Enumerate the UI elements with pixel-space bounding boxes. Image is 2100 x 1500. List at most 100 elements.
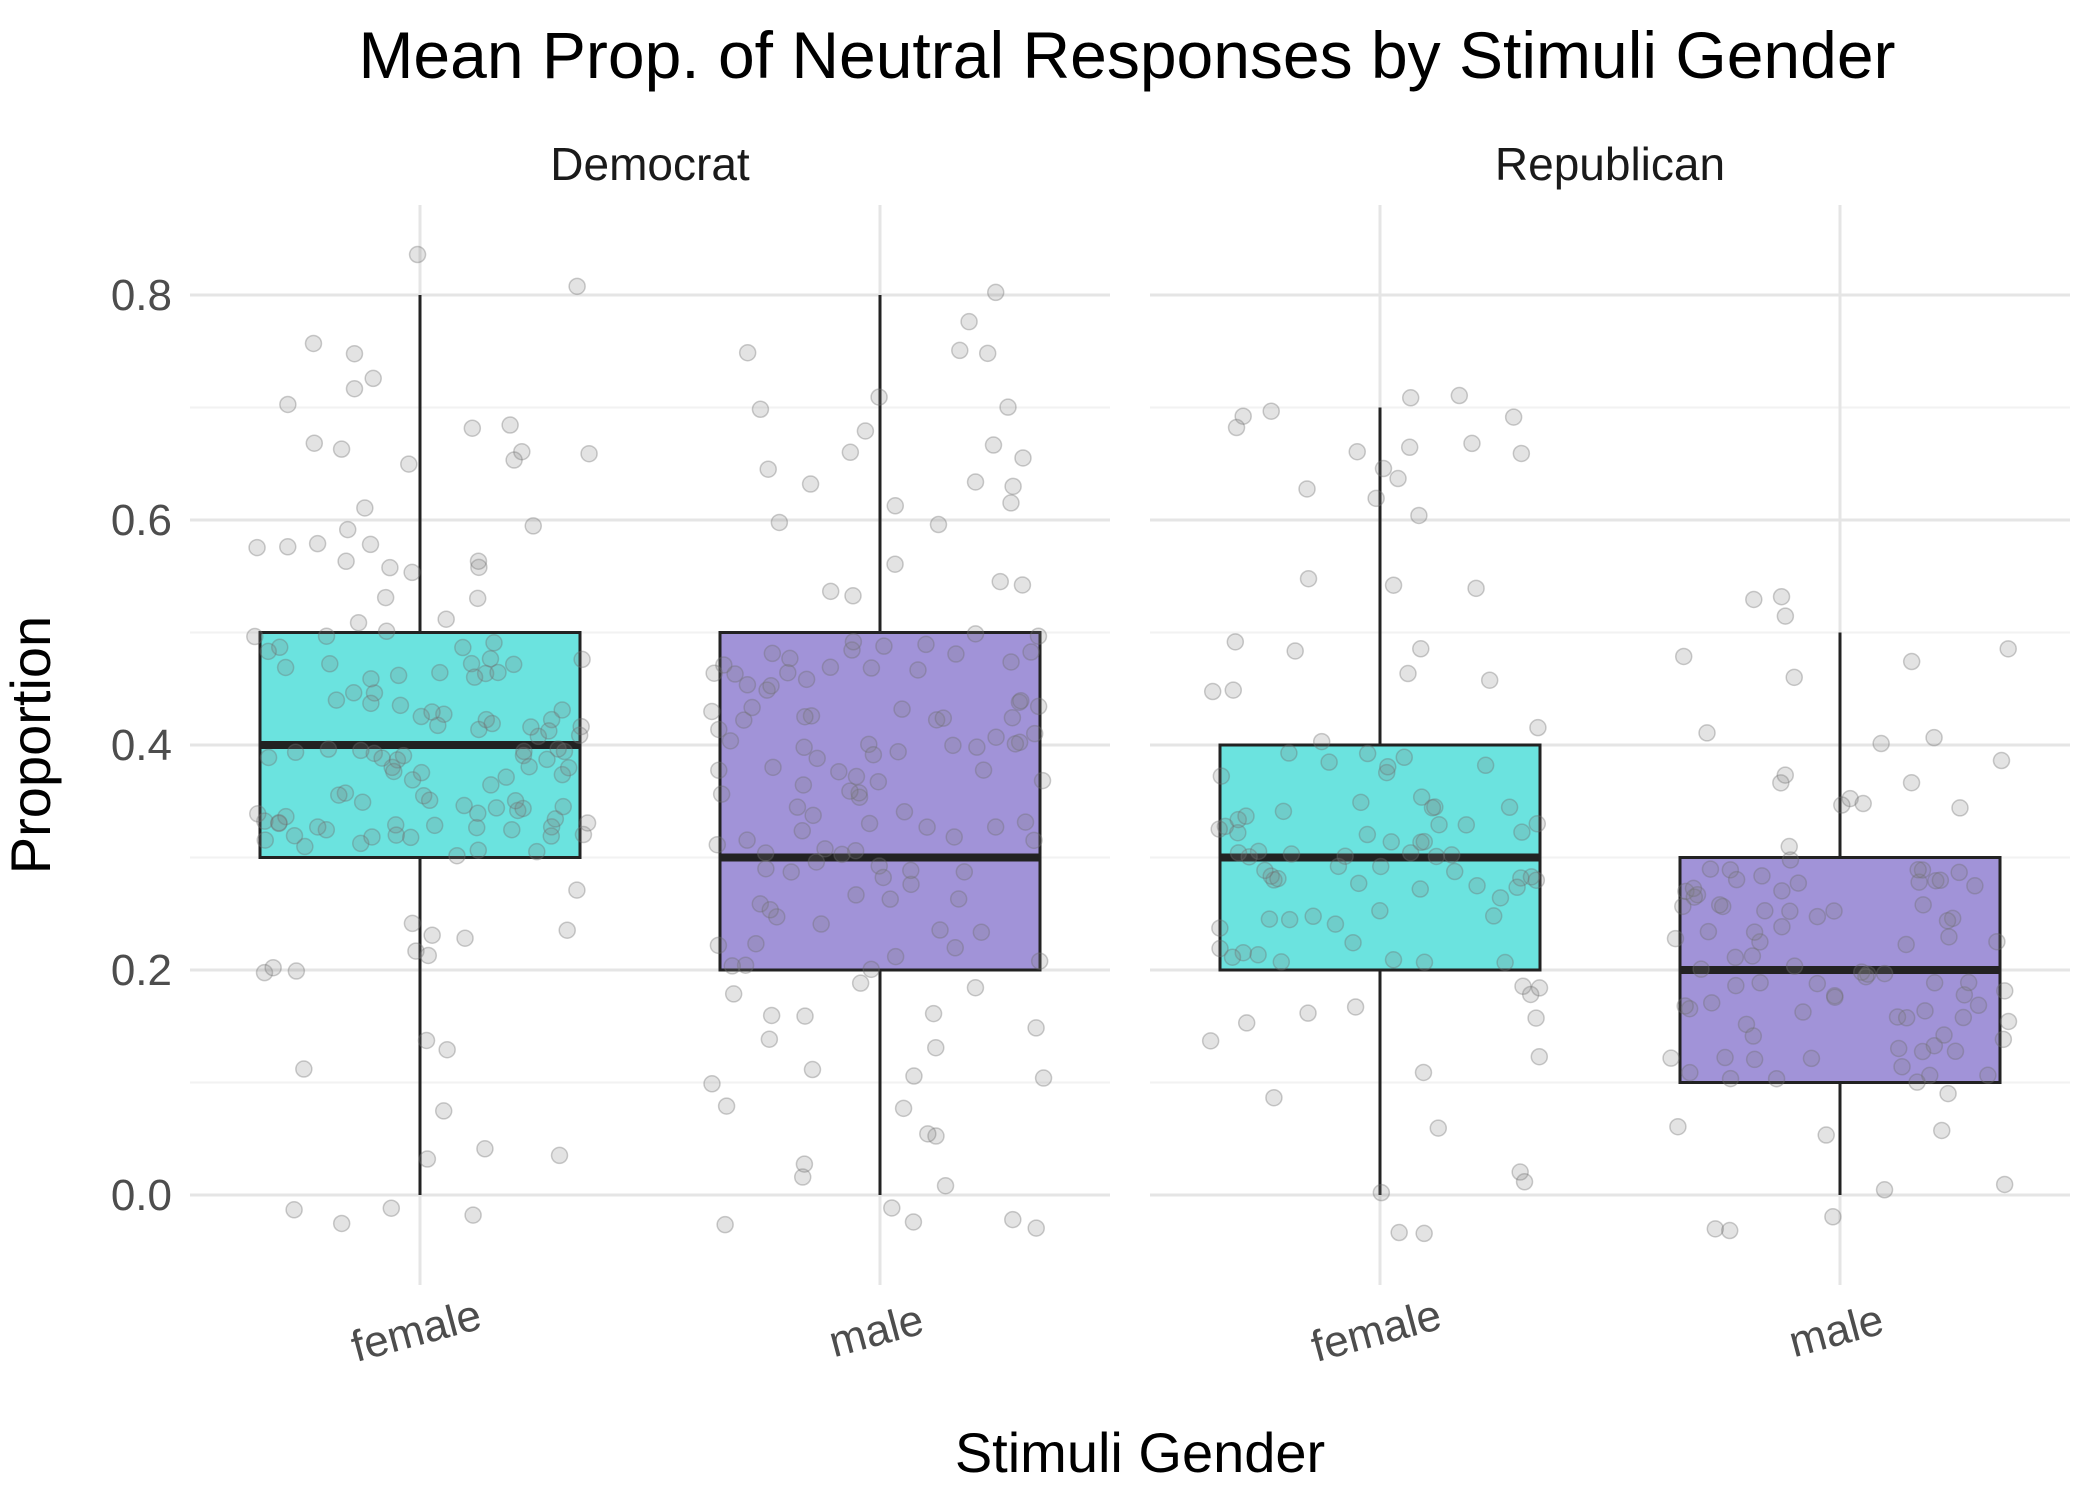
jitter-point — [886, 497, 905, 515]
jitter-point — [429, 716, 447, 735]
jitter-point — [1794, 1003, 1812, 1021]
jitter-point — [1034, 1069, 1053, 1087]
jitter-point — [550, 1146, 569, 1165]
jitter-point — [528, 842, 546, 861]
jitter-point — [246, 627, 264, 646]
jitter-point — [1674, 647, 1693, 666]
jitter-point — [1710, 896, 1729, 914]
jitter-point — [715, 656, 733, 674]
jitter-point — [1223, 948, 1242, 966]
jitter-point — [1414, 1063, 1433, 1082]
jitter-point — [1249, 842, 1268, 861]
facet-panels: Democrat female male Republican female male — [190, 138, 2070, 1372]
jitter-point — [1772, 587, 1791, 606]
jitter-point — [1265, 1088, 1283, 1107]
jitter-point — [883, 1199, 901, 1217]
jitter-point — [351, 834, 370, 853]
jitter-point — [482, 776, 500, 794]
jitter-point — [760, 1030, 779, 1048]
jitter-point — [974, 761, 993, 779]
jitter-point — [476, 664, 495, 683]
jitter-point — [1772, 774, 1790, 792]
jitter-point — [1943, 909, 1962, 928]
jitter-point — [850, 784, 868, 802]
jitter-point — [875, 637, 893, 655]
x-axis-title: Stimuli Gender — [955, 1421, 1325, 1484]
jitter-point — [726, 665, 744, 683]
jitter-point — [365, 684, 384, 702]
jitter-point — [1401, 389, 1420, 407]
jitter-point — [936, 1176, 955, 1195]
jitter-point — [423, 926, 441, 944]
jitter-point — [1476, 756, 1495, 775]
jitter-point — [1426, 798, 1444, 816]
jitter-point — [434, 1102, 453, 1120]
jitter-point — [487, 799, 506, 817]
facet-panel-democrat: Democrat female male — [190, 138, 1110, 1372]
jitter-point — [1326, 915, 1345, 933]
jitter-point — [770, 513, 789, 532]
jitter-point — [1002, 494, 1020, 512]
jitter-point — [966, 625, 985, 643]
jitter-point — [403, 914, 422, 933]
box-democrat-male — [718, 631, 1042, 972]
jitter-point — [469, 841, 488, 859]
jitter-point — [947, 645, 965, 663]
jitter-point — [1756, 902, 1774, 920]
jitter-point — [1677, 882, 1695, 901]
jitter-point — [1412, 833, 1430, 852]
jitter-point — [1358, 825, 1377, 844]
jitter-point — [1698, 724, 1716, 742]
jitter-point — [1237, 807, 1255, 825]
jitter-point — [712, 785, 731, 803]
jitter-point — [1384, 576, 1403, 594]
jitter-point — [927, 711, 946, 729]
jitter-point — [723, 957, 741, 975]
jitter-point — [1854, 794, 1872, 813]
jitter-point — [264, 958, 282, 977]
jitter-point — [812, 915, 830, 933]
jitter-point — [807, 853, 826, 871]
jitter-point — [1681, 1063, 1699, 1082]
jitter-point — [529, 727, 548, 746]
jitter-point — [751, 400, 770, 419]
jitter-point — [1702, 994, 1721, 1012]
jitter-point — [344, 684, 363, 702]
jitter-point — [1256, 861, 1274, 880]
jitter-point — [1468, 876, 1486, 895]
jitter-point — [1916, 1002, 1934, 1020]
jitter-point — [1299, 569, 1318, 588]
jitter-point — [764, 758, 782, 777]
jitter-point — [1773, 882, 1791, 900]
jitter-point — [327, 691, 346, 709]
jitter-point — [931, 921, 949, 939]
jitter-point — [1014, 449, 1032, 467]
jitter-point — [972, 923, 991, 941]
jitter-point — [1676, 997, 1694, 1015]
jitter-point — [1910, 873, 1928, 891]
jitter-point — [833, 845, 851, 864]
jitter-point — [709, 936, 728, 955]
jitter-point — [1512, 869, 1530, 887]
jitter-point — [743, 698, 761, 717]
jitter-point — [710, 761, 728, 780]
jitter-point — [1401, 844, 1420, 862]
jitter-point — [1374, 459, 1393, 478]
y-axis-title: Proportion — [0, 616, 62, 874]
jitter-point — [1857, 967, 1875, 986]
jitter-point — [1514, 977, 1532, 996]
jitter-point — [1029, 627, 1048, 645]
jitter-point — [414, 787, 433, 805]
jitter-point — [520, 757, 538, 776]
jitter-point — [1226, 633, 1245, 651]
jitter-point — [794, 776, 813, 794]
jitter-point — [1737, 1015, 1756, 1034]
jitter-point — [391, 696, 410, 715]
jitter-point — [514, 746, 533, 765]
jitter-point — [542, 827, 561, 845]
jitter-point — [382, 1199, 401, 1217]
jitter-point — [1530, 1047, 1549, 1066]
jitter-point — [574, 825, 593, 844]
jitter-point — [904, 1213, 923, 1231]
jitter-point — [1921, 1066, 1939, 1085]
